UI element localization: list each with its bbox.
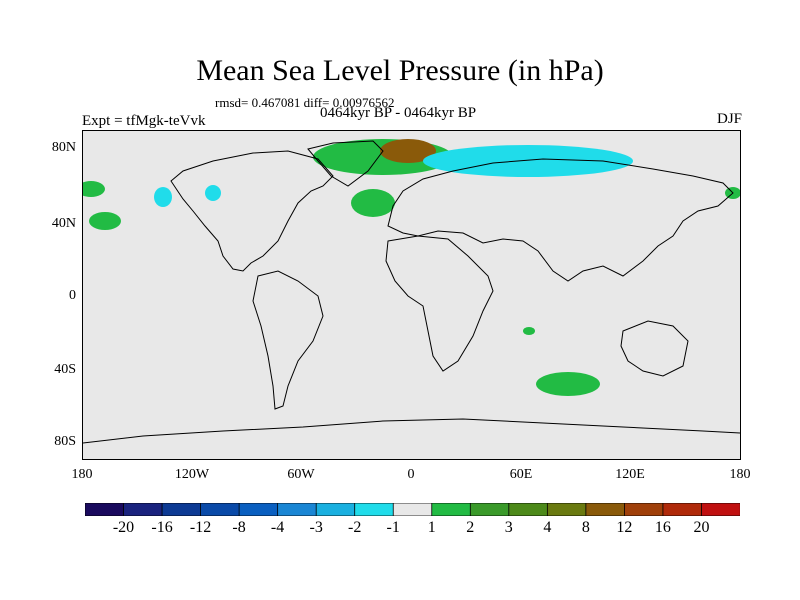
anomaly-patch-pacific-high (89, 212, 121, 230)
colorbar-swatch (662, 503, 703, 516)
map-title: Mean Sea Level Pressure (in hPa) (196, 54, 604, 87)
colorbar-label: -8 (232, 519, 246, 536)
coastline-antarctica (82, 418, 741, 444)
map-canvas (77, 139, 741, 444)
lon-label-60e: 60E (509, 467, 533, 482)
lat-label-0: 0 (69, 288, 76, 303)
anomaly-patch-pacific-low (154, 187, 172, 207)
coastline-south-america (252, 270, 324, 410)
lat-label-80s: 80S (54, 434, 76, 449)
coastlines (82, 140, 741, 444)
lon-label-0: 0 (407, 467, 415, 482)
colorbar-swatch (315, 503, 356, 516)
colorbar-swatch (624, 503, 664, 516)
anomaly-patch-indian-ocean-high (536, 372, 600, 396)
colorbar-swatch (161, 503, 202, 516)
colorbar-swatches (85, 503, 740, 516)
colorbar (85, 503, 740, 516)
colorbar-label: 8 (581, 519, 590, 536)
colorbar-label: -2 (348, 519, 362, 536)
world-map (77, 130, 741, 460)
lon-label-120w: 120W (174, 467, 210, 482)
colorbar-label: 16 (654, 519, 671, 536)
lon-label-180e: 180 (729, 467, 751, 482)
anomaly-patch-west-high (77, 181, 105, 197)
colorbar-swatch (123, 503, 163, 516)
anomaly-patches (77, 139, 741, 396)
coastline-australia (620, 320, 689, 377)
lon-label-120e: 120E (615, 467, 645, 482)
colorbar-label: -4 (270, 519, 285, 536)
colorbar-swatch (277, 503, 317, 516)
colorbar-swatch (238, 503, 279, 516)
season-label: DJF (716, 111, 742, 127)
anomaly-patch-strong-high (380, 139, 436, 163)
lon-label-180w: 180 (71, 467, 93, 482)
stats-text: rmsd= 0.467081 diff= 0.00976562 (215, 95, 395, 110)
lon-label-60w: 60W (287, 467, 315, 482)
coastline-north-america (170, 150, 334, 272)
colorbar-label: -12 (189, 519, 212, 536)
lat-label-40n: 40N (51, 216, 76, 231)
colorbar-swatch (546, 503, 587, 516)
colorbar-label: -3 (309, 519, 323, 536)
lat-label-40s: 40S (54, 362, 76, 377)
anomaly-patch-southern-high (523, 327, 535, 335)
coastline-africa (385, 235, 494, 372)
colorbar-label: 20 (693, 519, 710, 536)
colorbar-swatch (585, 503, 626, 516)
colorbar-label: -20 (112, 519, 135, 536)
colorbar-swatch (85, 503, 125, 516)
colorbar-label: -16 (151, 519, 173, 536)
anomaly-patch-siberia-low (423, 145, 633, 177)
colorbar-swatch (701, 503, 740, 516)
coastline-europe-asia (387, 158, 734, 282)
colorbar-label: 1 (427, 519, 436, 536)
colorbar-label: 2 (466, 519, 475, 536)
colorbar-label: 12 (616, 519, 633, 536)
lat-label-80n: 80N (51, 140, 76, 155)
colorbar-swatch (392, 503, 433, 516)
experiment-label: Expt = tfMgk-teVvk (82, 113, 206, 129)
anomaly-patch-canada-low (205, 185, 221, 201)
colorbar-label: -1 (386, 519, 400, 536)
colorbar-label: 3 (504, 519, 513, 536)
colorbar-swatch (200, 503, 240, 516)
anomaly-patch-atlantic-high (351, 189, 395, 217)
colorbar-label: 4 (543, 519, 552, 536)
colorbar-swatch (354, 503, 394, 516)
period-label: 0464kyr BP - 0464kyr BP (320, 105, 477, 121)
colorbar-swatch (431, 503, 471, 516)
colorbar-swatch (469, 503, 510, 516)
coastline-greenland (307, 140, 384, 187)
colorbar-swatch (508, 503, 549, 516)
